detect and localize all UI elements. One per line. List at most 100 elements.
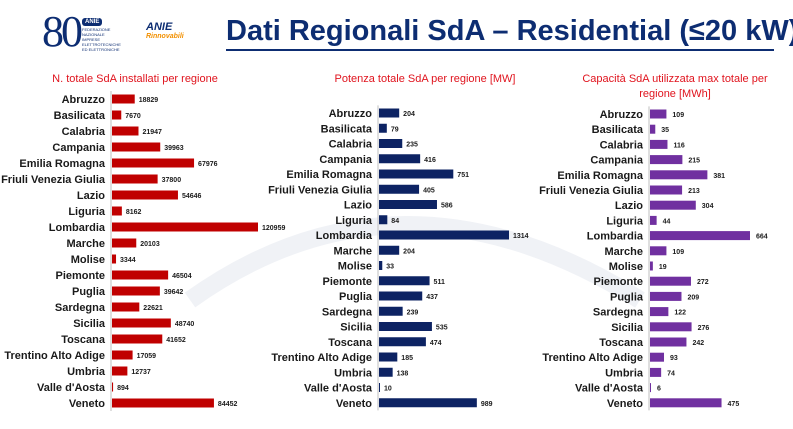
- category-label: Trentino Alto Adige: [542, 352, 643, 364]
- bar-installations: [112, 270, 169, 280]
- category-label: Trentino Alto Adige: [271, 352, 372, 364]
- category-label: Abruzzo: [600, 109, 644, 121]
- data-label: 3344: [120, 257, 136, 264]
- category-label: Puglia: [610, 291, 644, 303]
- category-label: Sicilia: [611, 322, 644, 334]
- category-label: Basilicata: [321, 123, 373, 135]
- bar-capacity: [650, 337, 687, 347]
- category-label: Basilicata: [592, 124, 644, 136]
- data-label: 17059: [137, 353, 157, 360]
- bar-capacity: [650, 398, 722, 408]
- category-label: Emilia Romagna: [557, 170, 643, 182]
- federation-text: FEDERAZIONE NAZIONALE IMPRESE ELETTROTEC…: [82, 27, 121, 52]
- bar-power: [379, 276, 430, 286]
- category-label: Molise: [609, 261, 643, 273]
- bar-installations: [112, 110, 122, 120]
- bar-installations: [112, 318, 171, 328]
- category-label: Molise: [71, 254, 105, 266]
- data-label: 54646: [182, 193, 202, 200]
- bar-installations: [112, 254, 117, 264]
- bar-installations: [112, 334, 163, 344]
- bar-power: [379, 398, 477, 408]
- category-label: Abruzzo: [329, 108, 373, 120]
- data-label: 67976: [198, 161, 218, 168]
- data-label: 535: [436, 325, 448, 332]
- data-label: 84452: [218, 401, 238, 408]
- data-label: 7670: [125, 113, 141, 120]
- category-label: Toscana: [61, 334, 106, 346]
- data-label: 381: [713, 173, 725, 180]
- bar-installations: [112, 126, 139, 136]
- category-label: Liguria: [68, 206, 106, 218]
- category-label: Lombardia: [587, 231, 644, 243]
- anie-80-logo: 80: [42, 7, 83, 56]
- bar-power: [379, 230, 509, 240]
- bar-installations: [112, 350, 133, 360]
- page-title: Dati Regionali SdA – Residential (≤20 kW…: [226, 15, 793, 47]
- data-label: 475: [728, 401, 740, 408]
- category-label: Veneto: [607, 398, 643, 410]
- data-label: 48740: [175, 321, 195, 328]
- category-label: Umbria: [67, 366, 106, 378]
- category-label: Campania: [590, 155, 643, 167]
- category-label: Marche: [333, 245, 372, 257]
- data-label: 6: [657, 386, 661, 393]
- data-label: 84: [391, 218, 399, 225]
- bar-capacity: [650, 109, 667, 119]
- category-label: Puglia: [339, 291, 373, 303]
- category-label: Piemonte: [322, 276, 372, 288]
- category-label: Piemonte: [55, 270, 105, 282]
- anie-rinnovabili-logo: ANIE Rinnovabili: [146, 22, 184, 41]
- bar-power: [379, 306, 403, 316]
- data-label: 74: [667, 370, 675, 377]
- data-label: 8162: [126, 209, 142, 216]
- data-label: 22621: [143, 305, 163, 312]
- bar-installations: [112, 302, 140, 312]
- category-label: Umbria: [605, 367, 644, 379]
- bar-power: [379, 291, 423, 301]
- category-label: Piemonte: [593, 276, 643, 288]
- category-label: Veneto: [336, 398, 372, 410]
- bar-power: [379, 123, 387, 133]
- bar-power: [379, 154, 421, 164]
- data-label: 437: [426, 294, 438, 301]
- data-label: 37800: [162, 177, 182, 184]
- data-label: 474: [430, 340, 442, 347]
- category-label: Veneto: [69, 398, 105, 410]
- data-label: 204: [403, 111, 415, 118]
- title-underline: [226, 49, 774, 51]
- data-label: 44: [663, 218, 671, 225]
- data-label: 79: [391, 126, 399, 133]
- bar-power: [379, 108, 400, 118]
- chart-title-capacity: Capacità SdA utilizzata max totale per r…: [582, 73, 768, 100]
- data-label: 586: [441, 203, 453, 210]
- rinnovabili-brand: Rinnovabili: [146, 33, 184, 40]
- category-label: Lombardia: [316, 230, 373, 242]
- category-label: Toscana: [599, 337, 644, 349]
- category-label: Lombardia: [49, 222, 106, 234]
- bar-installations: [112, 190, 178, 200]
- category-label: Molise: [338, 261, 372, 273]
- chart-title-installations: N. totale SdA installati per regione: [52, 73, 218, 85]
- anie-badge: ANIE: [82, 18, 103, 26]
- data-label: 304: [702, 203, 714, 210]
- bar-power: [379, 337, 426, 347]
- category-label: Abruzzo: [62, 94, 106, 106]
- bar-capacity: [650, 139, 668, 149]
- bar-capacity: [650, 246, 667, 256]
- bar-capacity: [650, 367, 662, 377]
- data-label: 405: [423, 187, 435, 194]
- data-label: 109: [672, 112, 684, 119]
- data-label: 46504: [172, 273, 192, 280]
- data-label: 35: [661, 127, 669, 134]
- category-label: Marche: [66, 238, 105, 250]
- category-label: Sardegna: [322, 306, 373, 318]
- category-label: Marche: [604, 246, 643, 258]
- data-label: 39963: [164, 145, 184, 152]
- bar-installations: [112, 94, 135, 104]
- category-label: Campania: [52, 142, 105, 154]
- data-label: 116: [673, 142, 684, 149]
- bar-installations: [112, 206, 122, 216]
